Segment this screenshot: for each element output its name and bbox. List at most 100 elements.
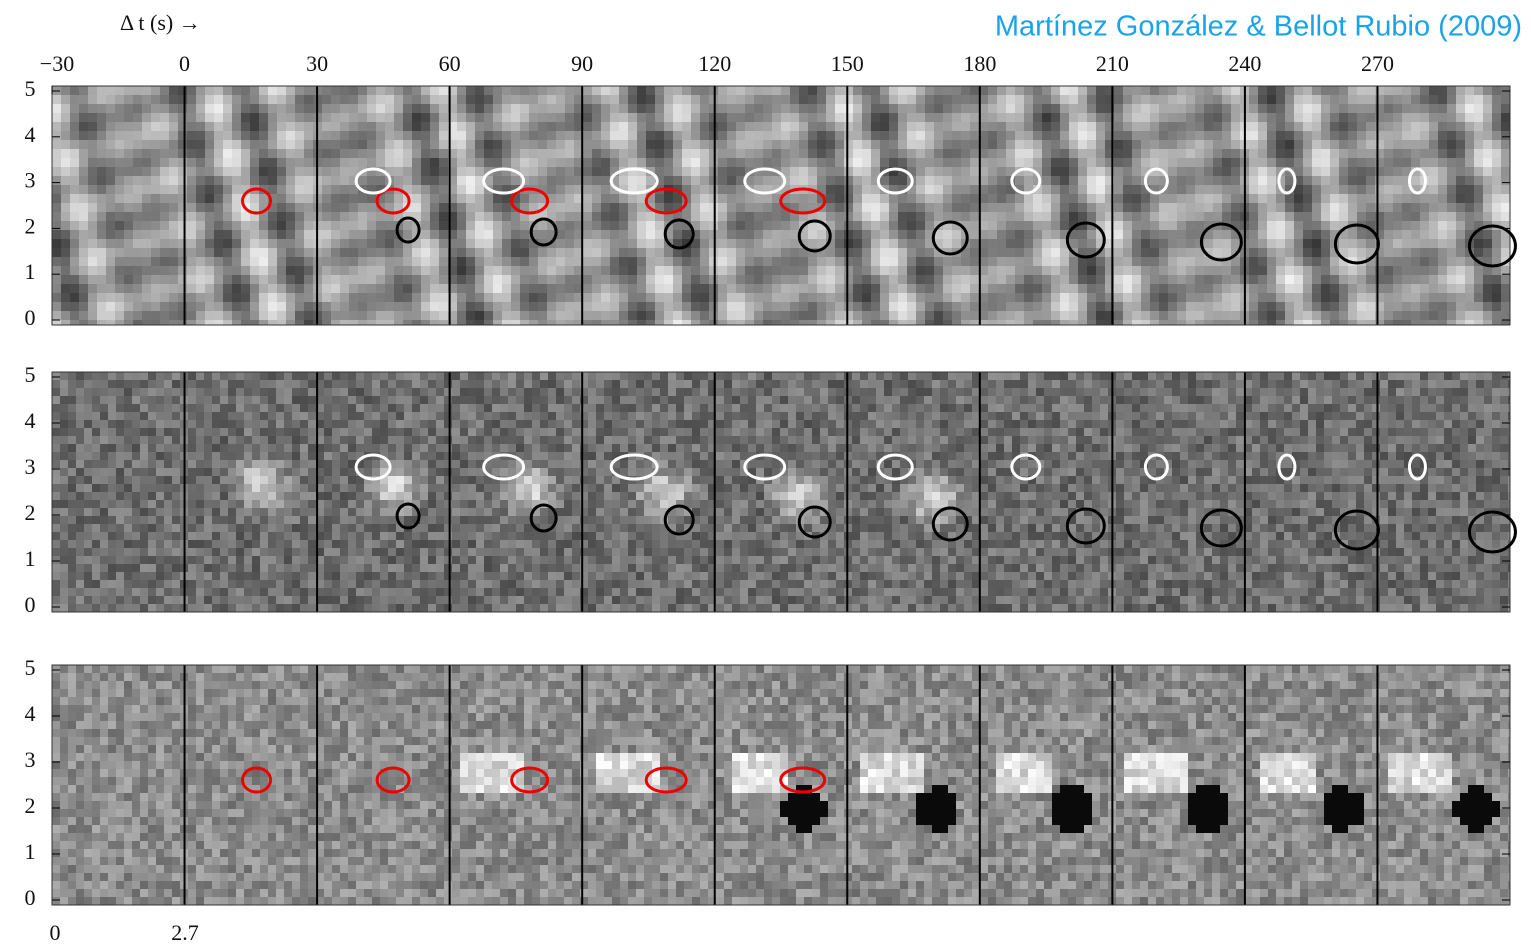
pixel [502,140,511,149]
pixel [268,320,277,325]
pixel [1087,113,1096,122]
pixel [97,248,106,257]
pixel [619,293,628,302]
pixel [61,320,70,325]
pixel [331,86,340,95]
pixel [151,275,160,284]
pixel [1384,113,1393,122]
pixel [502,275,511,284]
pixel [492,388,500,396]
pixel [142,167,151,176]
pixel [484,239,493,248]
pixel [1186,221,1195,230]
pixel [988,275,997,284]
pixel [340,212,349,221]
pixel [511,158,520,167]
pixel [1303,158,1312,167]
pixel [1033,248,1042,257]
pixel [601,320,610,325]
pixel [52,149,61,158]
pixel [349,230,358,239]
pixel [1069,122,1078,131]
pixel [853,203,862,212]
pixel [932,380,940,388]
pixel [934,176,943,185]
pixel [460,380,468,388]
pixel [520,95,529,104]
pixel [1429,212,1438,221]
pixel [1429,320,1438,325]
pixel [736,302,745,311]
y-tick-label: 1 [25,259,36,284]
pixel [1447,302,1456,311]
pixel [412,380,420,388]
pixel [493,194,502,203]
pixel [241,257,250,266]
pixel [367,275,376,284]
pixel [1384,275,1393,284]
pixel [664,158,673,167]
pixel [1321,302,1330,311]
pixel [790,122,799,131]
pixel [331,158,340,167]
pixel [1078,176,1087,185]
pixel [1501,302,1510,311]
pixel [1375,185,1384,194]
pixel [484,158,493,167]
pixel [502,302,511,311]
pixel [1141,122,1150,131]
pixel [916,380,924,388]
pixel [745,203,754,212]
pixel [1150,140,1159,149]
pixel [817,167,826,176]
pixel [1357,266,1366,275]
pixel [772,140,781,149]
pixel [452,388,460,396]
pixel [1308,372,1316,380]
pixel [214,311,223,320]
pixel [322,266,331,275]
pixel [727,266,736,275]
pixel [97,221,106,230]
pixel [475,257,484,266]
pixel [1303,176,1312,185]
pixel [349,266,358,275]
pixel [115,176,124,185]
pixel [178,248,187,257]
pixel [430,167,439,176]
pixel [196,396,204,404]
pixel [1384,266,1393,275]
pixel [1447,167,1456,176]
pixel [1249,230,1258,239]
pixel [1042,311,1051,320]
pixel [889,284,898,293]
pixel [646,131,655,140]
pixel [367,311,376,320]
pixel [1231,266,1240,275]
pixel [1024,212,1033,221]
pixel [439,275,448,284]
pixel [565,194,574,203]
pixel [808,230,817,239]
pixel [1258,104,1267,113]
pixel [358,140,367,149]
pixel [596,388,604,396]
pixel [1388,388,1396,396]
pixel [250,230,259,239]
pixel [196,275,205,284]
pixel [619,266,628,275]
pixel [1465,185,1474,194]
pixel [300,380,308,388]
pixel [1483,194,1492,203]
pixel [628,149,637,158]
pixel [259,95,268,104]
pixel [835,284,844,293]
pixel [763,95,772,104]
pixel [736,95,745,104]
pixel [745,113,754,122]
pixel [466,140,475,149]
pixel [250,158,259,167]
pixel [601,140,610,149]
pixel [588,372,596,380]
pixel [1375,176,1384,185]
